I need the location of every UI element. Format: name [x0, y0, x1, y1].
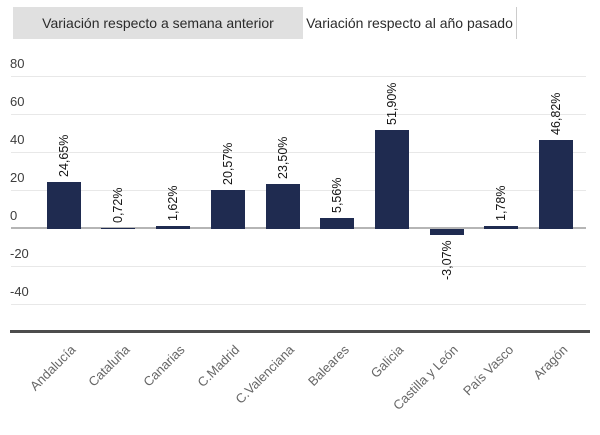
category-label: Baleares — [304, 342, 352, 389]
gridline — [11, 266, 586, 267]
tab-variation-previous-week[interactable]: Variación respecto a semana anterior — [13, 7, 303, 39]
category-label: Andalucía — [26, 342, 79, 394]
tab-variation-last-year[interactable]: Variación respecto al año pasado — [303, 7, 517, 39]
y-axis-tick-label: -20 — [10, 246, 29, 261]
tab-variation-previous-week-label: Variación respecto a semana anterior — [42, 15, 274, 31]
tab-variation-last-year-label: Variación respecto al año pasado — [306, 15, 513, 31]
x-axis-line — [10, 330, 590, 333]
y-axis-tick-label: 80 — [10, 56, 25, 71]
y-axis-tick-label: 0 — [10, 208, 18, 223]
y-axis-tick-label: 40 — [10, 132, 25, 147]
category-label: Cataluña — [85, 342, 134, 390]
bar-value-label: 46,82% — [549, 92, 563, 136]
bar — [210, 189, 245, 229]
bar — [320, 218, 355, 229]
category-label: Galicia — [367, 342, 407, 381]
bar — [429, 229, 464, 235]
bar-value-label: 24,65% — [56, 134, 71, 178]
bar — [374, 130, 409, 229]
bar-value-label: 23,50% — [275, 136, 290, 180]
bar-value-label: -3,07% — [439, 240, 454, 280]
bar — [46, 182, 81, 229]
gridline — [11, 114, 586, 115]
bar — [539, 140, 573, 229]
y-axis-tick-label: 20 — [10, 170, 25, 185]
bar-value-label: 1,62% — [166, 185, 181, 221]
gridline — [11, 304, 586, 305]
bar-value-label: 20,57% — [220, 142, 235, 185]
category-label: Aragón — [530, 342, 571, 383]
y-axis-tick-label: -40 — [10, 284, 29, 299]
category-label: País Vasco — [459, 342, 516, 399]
category-label: Canarias — [140, 342, 188, 390]
bar — [101, 227, 136, 229]
gridline — [11, 76, 586, 77]
category-label: C.Madrid — [194, 342, 243, 390]
bar — [156, 225, 191, 229]
bar-value-label: 51,90% — [384, 82, 399, 126]
bar-value-label: 0,72% — [111, 187, 126, 223]
bar-value-label: 5,56% — [330, 177, 345, 214]
bar — [484, 225, 519, 229]
bar — [265, 184, 300, 229]
gridline — [11, 152, 586, 153]
y-axis-tick-label: 60 — [10, 94, 25, 109]
bar-value-label: 1,78% — [494, 185, 509, 221]
